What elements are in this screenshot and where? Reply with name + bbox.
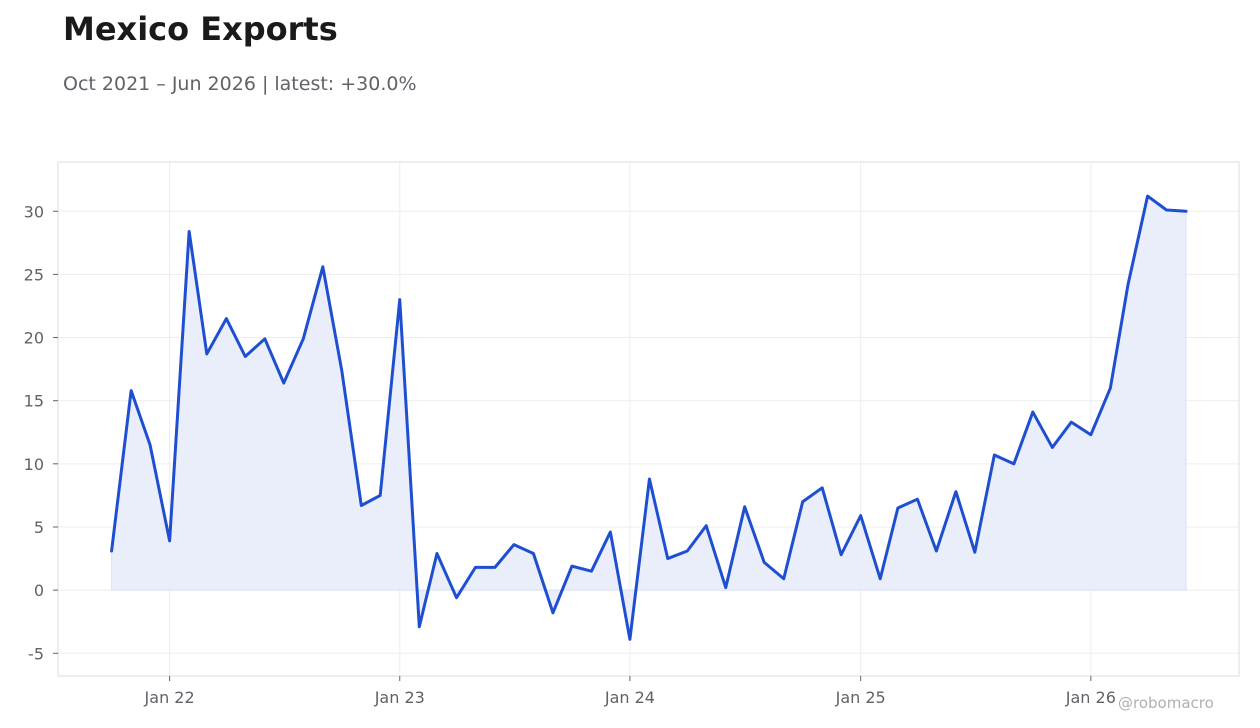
y-tick-label: 25 — [24, 265, 44, 284]
y-tick-label: -5 — [28, 644, 44, 663]
x-tick-label: Jan 24 — [604, 688, 655, 707]
series-line — [110, 194, 1188, 641]
x-tick-label: Jan 23 — [374, 688, 425, 707]
x-tick-label: Jan 26 — [1065, 688, 1116, 707]
y-tick-label: 20 — [24, 329, 44, 348]
series-area — [111, 195, 1187, 640]
y-tick-label: 0 — [34, 581, 44, 600]
x-tick-label: Jan 25 — [835, 688, 886, 707]
y-tick-label: 10 — [24, 455, 44, 474]
plot-frame — [57, 161, 1240, 677]
y-tick-label: 30 — [24, 202, 44, 221]
chart-subtitle: Oct 2021 – Jun 2026 | latest: +30.0% — [63, 73, 417, 95]
x-tick-label: Jan 22 — [144, 688, 195, 707]
chart-title: Mexico Exports — [63, 10, 338, 48]
y-tick-label: 5 — [34, 518, 44, 537]
watermark: @robomacro — [1118, 694, 1214, 712]
y-tick-label: 15 — [24, 392, 44, 411]
